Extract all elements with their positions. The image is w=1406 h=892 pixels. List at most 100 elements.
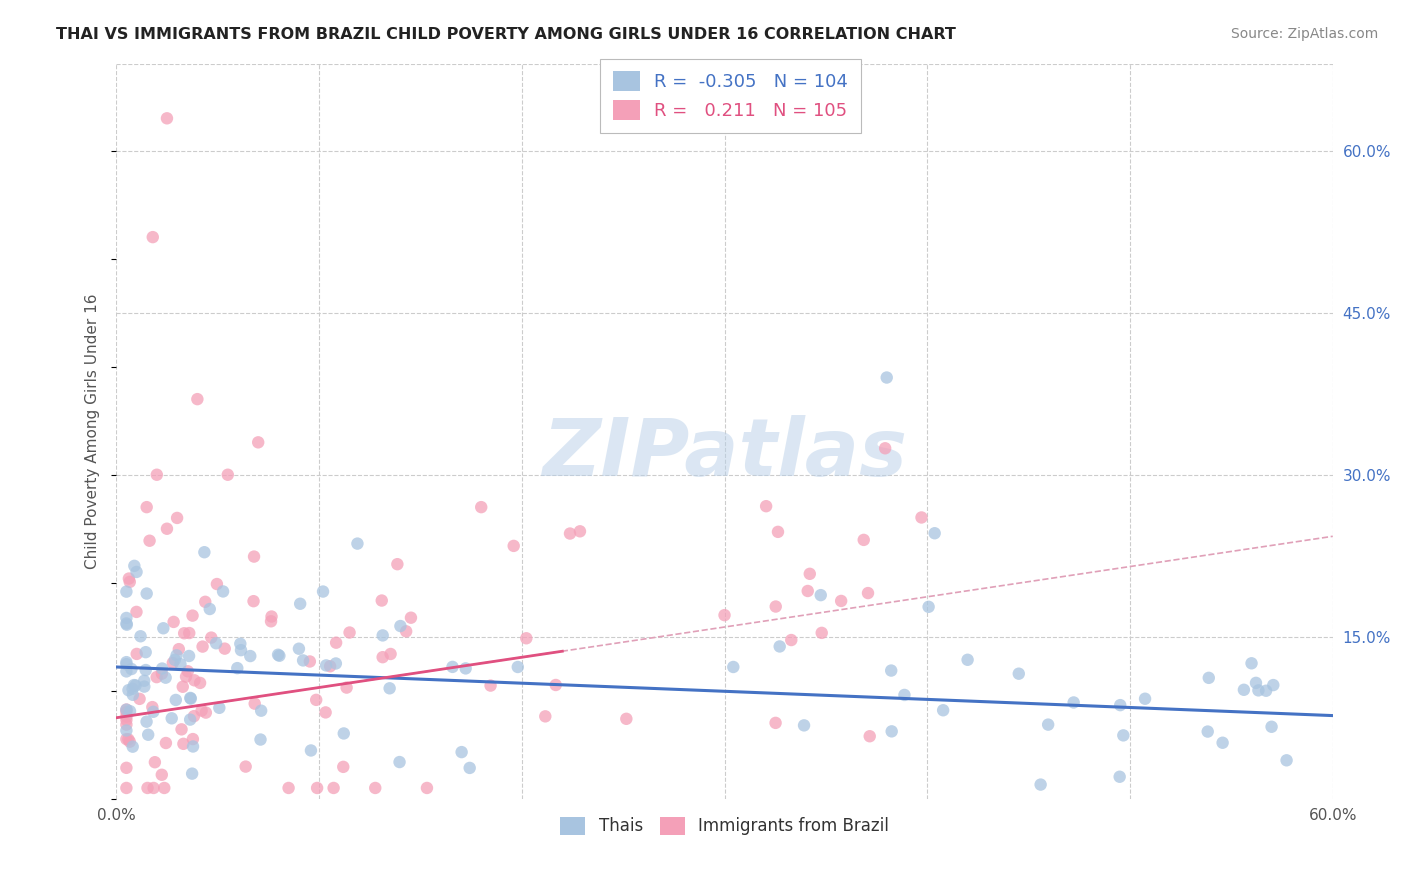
Point: [336, 681, 359, 695]
Point: [288, 597, 311, 611]
Point: [160, 711, 183, 725]
Point: [118, 704, 141, 718]
Point: [135, 500, 157, 515]
Point: [1240, 657, 1263, 671]
Point: [766, 524, 789, 539]
Point: [830, 594, 852, 608]
Point: [378, 681, 401, 696]
Point: [179, 626, 201, 640]
Point: [115, 713, 138, 727]
Point: [389, 619, 412, 633]
Point: [170, 723, 193, 737]
Point: [371, 628, 394, 642]
Point: [322, 780, 344, 795]
Point: [117, 683, 139, 698]
Point: [416, 780, 439, 795]
Point: [117, 732, 139, 747]
Point: [614, 712, 637, 726]
Point: [315, 658, 337, 673]
Point: [859, 729, 882, 743]
Point: [136, 780, 159, 795]
Point: [115, 657, 138, 672]
Point: [769, 640, 792, 654]
Point: [346, 536, 368, 550]
Point: [454, 661, 477, 675]
Point: [810, 588, 832, 602]
Point: [208, 701, 231, 715]
Point: [124, 558, 146, 573]
Point: [115, 732, 138, 747]
Point: [249, 732, 271, 747]
Point: [115, 709, 138, 723]
Point: [120, 662, 142, 676]
Point: [190, 704, 212, 718]
Point: [239, 648, 262, 663]
Point: [135, 645, 157, 659]
Point: [810, 626, 832, 640]
Point: [115, 655, 138, 669]
Point: [723, 660, 745, 674]
Point: [142, 705, 165, 719]
Point: [118, 572, 141, 586]
Point: [150, 666, 173, 681]
Point: [325, 657, 347, 671]
Point: [193, 545, 215, 559]
Point: [1063, 696, 1085, 710]
Point: [194, 706, 217, 720]
Point: [243, 549, 266, 564]
Point: [780, 633, 803, 648]
Point: [115, 584, 138, 599]
Point: [450, 745, 472, 759]
Point: [260, 609, 283, 624]
Point: [172, 737, 194, 751]
Point: [121, 688, 143, 702]
Point: [121, 681, 143, 696]
Point: [875, 442, 897, 456]
Point: [307, 780, 329, 795]
Point: [179, 713, 201, 727]
Point: [115, 780, 138, 795]
Point: [205, 577, 228, 591]
Point: [1254, 683, 1277, 698]
Point: [172, 680, 194, 694]
Point: [155, 671, 177, 685]
Point: [765, 715, 787, 730]
Point: [177, 665, 200, 679]
Point: [387, 557, 409, 571]
Point: [198, 602, 221, 616]
Point: [150, 661, 173, 675]
Point: [479, 679, 502, 693]
Point: [115, 617, 138, 632]
Point: [200, 631, 222, 645]
Point: [135, 586, 157, 600]
Point: [235, 759, 257, 773]
Point: [793, 718, 815, 732]
Point: [135, 714, 157, 729]
Point: [852, 533, 875, 547]
Point: [181, 766, 204, 780]
Point: [312, 584, 335, 599]
Point: [156, 112, 179, 126]
Point: [332, 760, 354, 774]
Point: [371, 593, 394, 607]
Point: [142, 230, 165, 244]
Point: [544, 678, 567, 692]
Point: [267, 648, 290, 662]
Point: [115, 705, 138, 719]
Point: [146, 467, 169, 482]
Point: [713, 608, 735, 623]
Point: [502, 539, 524, 553]
Point: [186, 392, 208, 406]
Point: [162, 656, 184, 670]
Point: [115, 703, 138, 717]
Point: [765, 599, 787, 614]
Point: [247, 435, 270, 450]
Point: [229, 637, 252, 651]
Point: [755, 499, 778, 513]
Point: [956, 653, 979, 667]
Point: [880, 664, 903, 678]
Point: [115, 717, 138, 731]
Point: [181, 608, 204, 623]
Point: [470, 500, 492, 515]
Point: [125, 565, 148, 579]
